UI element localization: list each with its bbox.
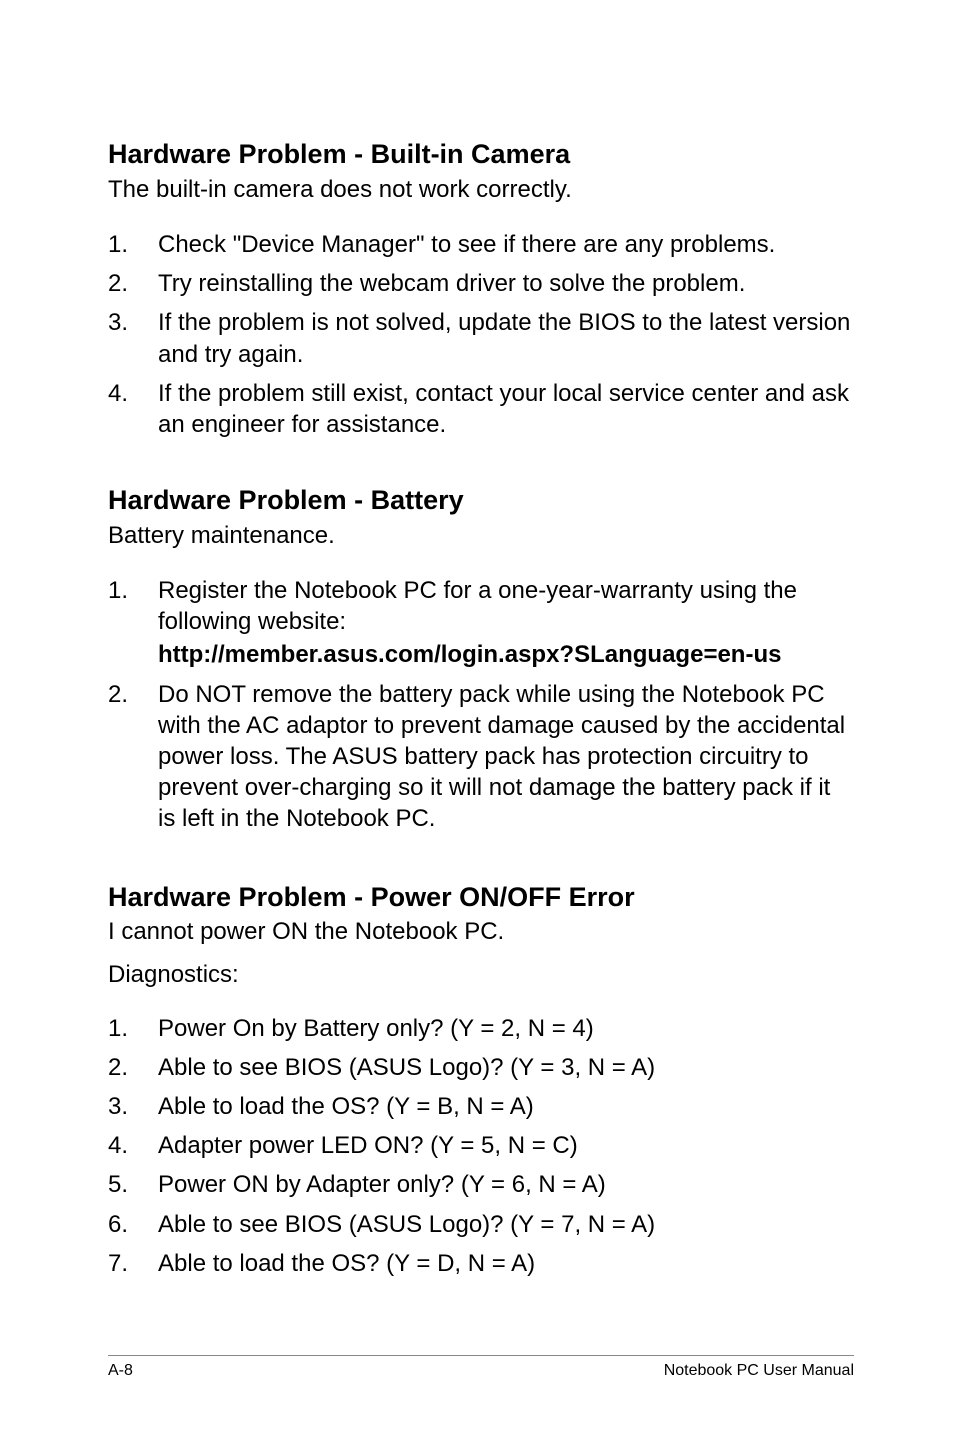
list-item: Do NOT remove the battery pack while usi…	[108, 679, 854, 835]
list-battery: Register the Notebook PC for a one-year-…	[108, 575, 854, 835]
list-item: Able to load the OS? (Y = D, N = A)	[108, 1248, 854, 1279]
diagnostics-label: Diagnostics:	[108, 959, 854, 990]
heading-power: Hardware Problem - Power ON/OFF Error	[108, 881, 854, 915]
list-item: Adapter power LED ON? (Y = 5, N = C)	[108, 1130, 854, 1161]
list-item: Power ON by Adapter only? (Y = 6, N = A)	[108, 1169, 854, 1200]
list-item: If the problem is not solved, update the…	[108, 307, 854, 369]
doc-title: Notebook PC User Manual	[664, 1362, 854, 1380]
page-container: Hardware Problem - Built-in Camera The b…	[0, 0, 954, 1438]
section-camera: Hardware Problem - Built-in Camera The b…	[108, 138, 854, 440]
list-item: If the problem still exist, contact your…	[108, 378, 854, 440]
intro-camera: The built-in camera does not work correc…	[108, 174, 854, 205]
heading-battery: Hardware Problem - Battery	[108, 484, 854, 518]
item-text: Do NOT remove the battery pack while usi…	[158, 681, 845, 833]
page-number: A-8	[108, 1362, 133, 1380]
list-item: Check "Device Manager" to see if there a…	[108, 229, 854, 260]
list-item: Try reinstalling the webcam driver to so…	[108, 268, 854, 299]
page-footer: A-8 Notebook PC User Manual	[108, 1355, 854, 1380]
item-url: http://member.asus.com/login.aspx?SLangu…	[158, 639, 854, 670]
list-item: Register the Notebook PC for a one-year-…	[108, 575, 854, 671]
list-item: Power On by Battery only? (Y = 2, N = 4)	[108, 1013, 854, 1044]
intro-battery: Battery maintenance.	[108, 520, 854, 551]
list-item: Able to see BIOS (ASUS Logo)? (Y = 7, N …	[108, 1209, 854, 1240]
list-power: Power On by Battery only? (Y = 2, N = 4)…	[108, 1013, 854, 1279]
section-power: Hardware Problem - Power ON/OFF Error I …	[108, 881, 854, 1279]
list-camera: Check "Device Manager" to see if there a…	[108, 229, 854, 440]
intro-power: I cannot power ON the Notebook PC.	[108, 916, 854, 947]
heading-camera: Hardware Problem - Built-in Camera	[108, 138, 854, 172]
list-item: Able to see BIOS (ASUS Logo)? (Y = 3, N …	[108, 1052, 854, 1083]
item-text: Register the Notebook PC for a one-year-…	[158, 577, 797, 635]
list-item: Able to load the OS? (Y = B, N = A)	[108, 1091, 854, 1122]
section-battery: Hardware Problem - Battery Battery maint…	[108, 484, 854, 834]
